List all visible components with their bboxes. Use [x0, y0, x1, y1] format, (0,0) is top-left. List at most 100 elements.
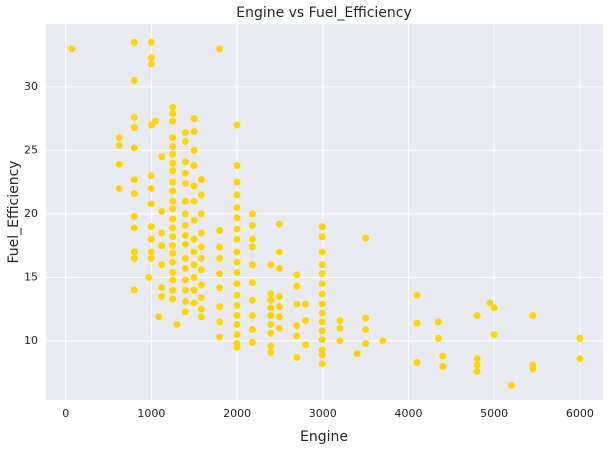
point [233, 235, 241, 243]
point [490, 304, 498, 312]
point [233, 312, 241, 320]
point [318, 261, 326, 269]
point [169, 167, 177, 175]
y-tick-label: 10 [24, 334, 38, 347]
point [181, 210, 189, 218]
point [248, 312, 256, 320]
point [181, 221, 189, 229]
point [169, 134, 177, 142]
point [197, 294, 205, 302]
point [190, 127, 198, 135]
point [318, 290, 326, 298]
point [318, 336, 326, 344]
point [130, 38, 138, 46]
point [197, 176, 205, 184]
point [147, 235, 155, 243]
point [197, 281, 205, 289]
point [318, 351, 326, 359]
point [190, 248, 198, 256]
point [293, 282, 301, 290]
point [169, 249, 177, 257]
point [233, 225, 241, 233]
point [147, 248, 155, 256]
point [318, 233, 326, 241]
point [318, 318, 326, 326]
point [130, 144, 138, 152]
point [169, 187, 177, 195]
point [267, 296, 275, 304]
point [158, 207, 166, 215]
point [169, 224, 177, 232]
point [336, 317, 344, 325]
point [318, 309, 326, 317]
point [130, 190, 138, 198]
point [275, 303, 283, 311]
point [318, 360, 326, 368]
point [318, 327, 326, 335]
point [248, 296, 256, 304]
point [181, 169, 189, 177]
point [147, 254, 155, 262]
point [267, 329, 275, 337]
point [197, 191, 205, 199]
point [293, 300, 301, 308]
point [190, 273, 198, 281]
point [275, 324, 283, 332]
point [576, 334, 584, 342]
point [169, 242, 177, 250]
point [130, 254, 138, 262]
x-tick-label: 1000 [137, 407, 165, 420]
point [181, 179, 189, 187]
point [233, 291, 241, 299]
point [302, 300, 310, 308]
point [190, 162, 198, 170]
point [248, 210, 256, 218]
point [434, 334, 442, 342]
point [473, 355, 481, 363]
point [233, 191, 241, 199]
point [147, 200, 155, 208]
point [181, 129, 189, 137]
point [181, 197, 189, 205]
point [173, 320, 181, 328]
point [275, 313, 283, 321]
point [158, 242, 166, 250]
point [413, 359, 421, 367]
point [216, 333, 224, 341]
point [473, 361, 481, 369]
point [115, 141, 123, 149]
point [158, 153, 166, 161]
point [197, 254, 205, 262]
x-tick-label: 0 [62, 407, 69, 420]
point [197, 243, 205, 251]
point [233, 320, 241, 328]
y-tick-label: 25 [24, 143, 38, 156]
point [275, 265, 283, 273]
point [216, 254, 224, 262]
point [379, 337, 387, 345]
marks [68, 38, 584, 389]
x-axis-label: Engine [300, 429, 348, 445]
point [197, 210, 205, 218]
point [293, 322, 301, 330]
point [413, 319, 421, 327]
point [486, 299, 494, 307]
point [197, 305, 205, 313]
point [158, 261, 166, 269]
point [248, 261, 256, 269]
point [190, 197, 198, 205]
point [302, 317, 310, 325]
point [147, 223, 155, 231]
point [216, 270, 224, 278]
point [275, 292, 283, 300]
x-tick-label: 3000 [309, 407, 337, 420]
point [152, 117, 160, 125]
point [267, 348, 275, 356]
point [233, 280, 241, 288]
point [169, 117, 177, 125]
point [181, 286, 189, 294]
point [248, 243, 256, 251]
point [115, 185, 123, 192]
point [158, 284, 166, 292]
